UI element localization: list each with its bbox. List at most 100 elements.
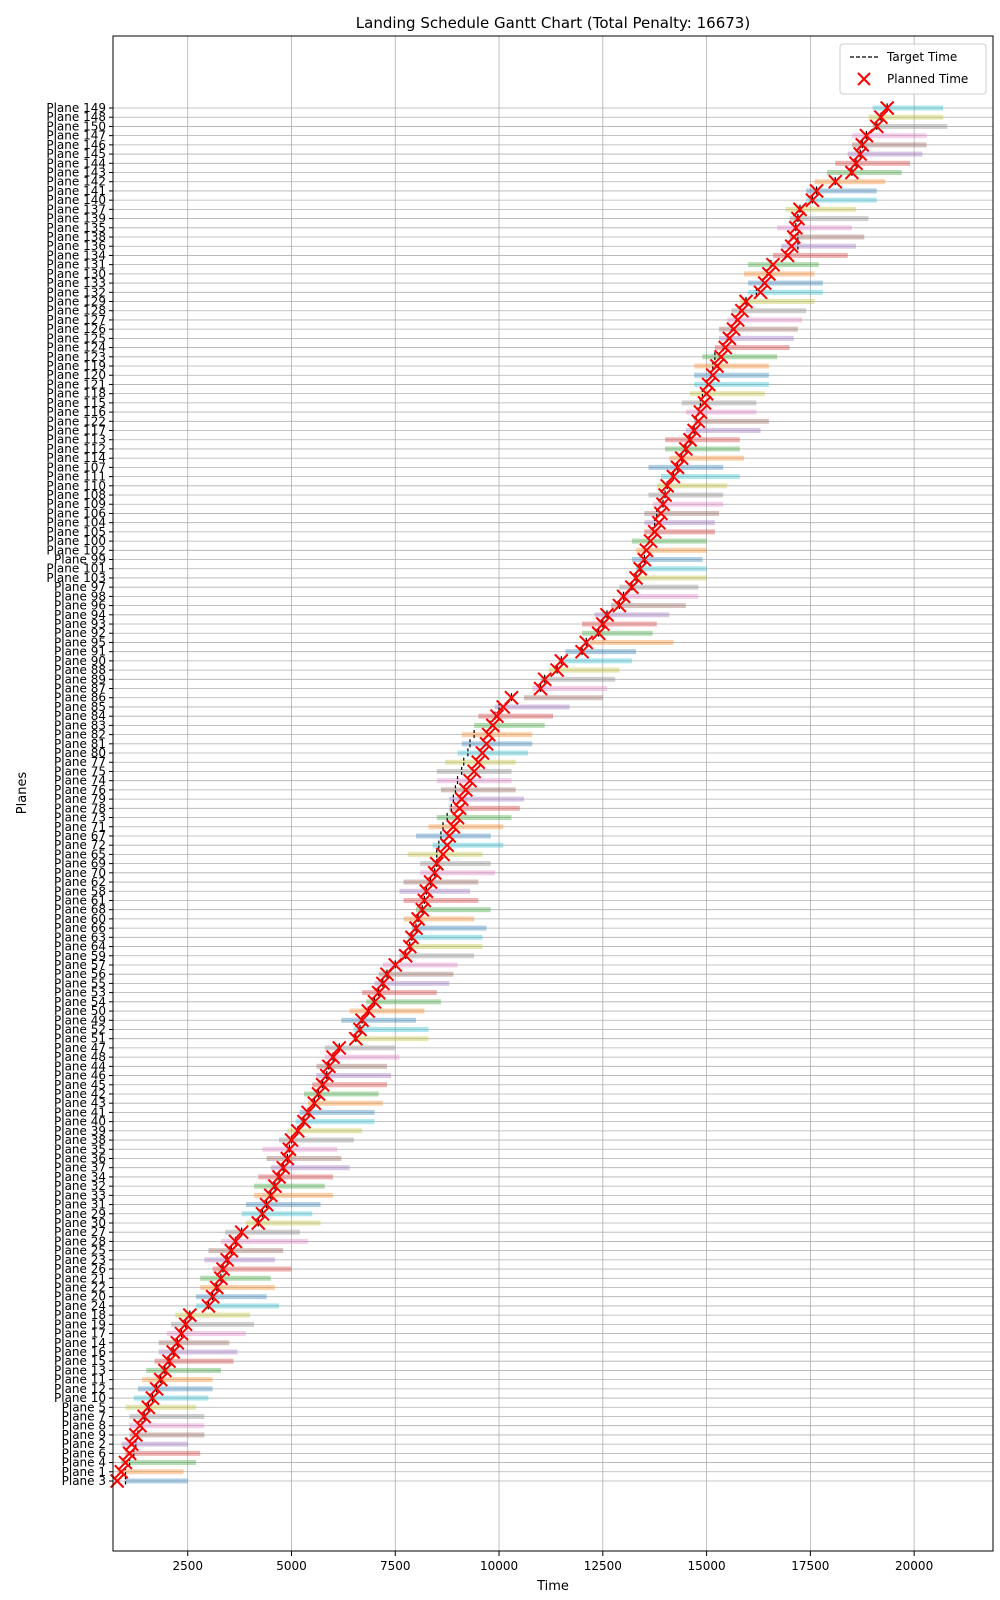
window-bar bbox=[403, 897, 479, 903]
window-bar bbox=[636, 566, 707, 572]
y-tick-label: Plane 69 bbox=[54, 857, 106, 871]
y-tick-label: Plane 124 bbox=[46, 341, 106, 355]
planned-marker bbox=[730, 312, 745, 328]
y-tick-label: Plane 42 bbox=[54, 1087, 106, 1101]
planned-marker bbox=[452, 801, 467, 816]
planned-marker bbox=[790, 211, 806, 226]
legend-planned-swatch bbox=[857, 72, 871, 86]
planned-marker bbox=[471, 755, 486, 770]
planned-marker bbox=[709, 358, 725, 374]
y-tick-label: Plane 130 bbox=[46, 267, 106, 281]
planned-marker bbox=[805, 192, 820, 208]
y-tick-label: Plane 149 bbox=[46, 101, 106, 115]
planned-marker bbox=[410, 911, 426, 927]
planned-marker bbox=[417, 893, 432, 908]
planned-marker bbox=[114, 1464, 129, 1479]
y-tick-label: Plane 59 bbox=[54, 949, 106, 963]
y-tick-label: Plane 92 bbox=[54, 626, 106, 640]
y-tick-label: Plane 20 bbox=[54, 1290, 106, 1304]
y-tick-label: Plane 81 bbox=[54, 737, 106, 751]
planned-marker bbox=[398, 948, 413, 963]
planned-marker bbox=[591, 626, 606, 641]
y-tick-label: Plane 54 bbox=[54, 995, 106, 1009]
window-bar bbox=[196, 1294, 267, 1300]
planned-marker bbox=[666, 469, 681, 484]
y-tick-label: Plane 52 bbox=[54, 1022, 106, 1036]
legend-planned-label: Planned Time bbox=[887, 72, 968, 86]
y-tick-label: Plane 144 bbox=[46, 156, 106, 170]
window-bar bbox=[366, 999, 441, 1005]
window-bar bbox=[494, 704, 570, 710]
window-bar bbox=[532, 686, 607, 692]
y-tick-label: Plane 7 bbox=[62, 1409, 106, 1423]
y-tick-label: Plane 64 bbox=[54, 940, 106, 954]
y-tick-label: Plane 87 bbox=[54, 682, 106, 696]
x-tick-label: 12500 bbox=[584, 1559, 622, 1573]
y-tick-label: Plane 121 bbox=[46, 377, 106, 391]
planned-marker bbox=[439, 837, 455, 853]
y-tick-label: Plane 67 bbox=[54, 829, 106, 843]
y-tick-label: Plane 83 bbox=[54, 718, 106, 732]
x-tick-label: 7500 bbox=[380, 1559, 411, 1573]
y-tick-label: Plane 6 bbox=[62, 1446, 106, 1460]
window-bar bbox=[648, 492, 724, 498]
planned-marker bbox=[686, 423, 702, 438]
planned-marker bbox=[653, 506, 669, 521]
y-tick-label: Plane 112 bbox=[46, 442, 106, 456]
planned-marker bbox=[554, 653, 569, 669]
y-tick-label: Plane 22 bbox=[54, 1280, 106, 1294]
planned-marker bbox=[734, 303, 750, 318]
y-tick-label: Plane 129 bbox=[46, 295, 106, 309]
planned-marker bbox=[251, 1215, 266, 1231]
y-axis-label: Planes bbox=[15, 772, 30, 815]
y-tick-label: Plane 71 bbox=[54, 820, 106, 834]
y-tick-label: Plane 96 bbox=[54, 599, 106, 613]
y-tick-label: Plane 119 bbox=[46, 359, 106, 373]
planned-marker bbox=[321, 1059, 337, 1074]
planned-marker bbox=[141, 1400, 156, 1415]
y-tick-label: Plane 26 bbox=[54, 1262, 106, 1276]
planned-marker bbox=[404, 930, 420, 945]
window-bar bbox=[258, 1174, 333, 1180]
y-tick-label: Plane 5 bbox=[62, 1400, 106, 1414]
x-tick-label: 20000 bbox=[895, 1559, 933, 1573]
window-bar bbox=[208, 1248, 284, 1254]
window-bar bbox=[561, 658, 632, 664]
planned-marker bbox=[786, 229, 801, 245]
planned-marker bbox=[263, 1188, 278, 1203]
window-bar bbox=[121, 1460, 197, 1466]
planned-marker bbox=[215, 1261, 231, 1277]
planned-marker bbox=[504, 690, 519, 705]
y-tick-label: Plane 53 bbox=[54, 986, 106, 1000]
window-bar bbox=[461, 732, 533, 738]
window-bar bbox=[743, 271, 815, 277]
planned-marker bbox=[201, 1298, 216, 1314]
planned-marker bbox=[738, 294, 754, 309]
window-bar bbox=[416, 907, 491, 913]
planned-marker bbox=[402, 939, 417, 954]
window-bar bbox=[694, 381, 769, 387]
planned-marker bbox=[174, 1326, 189, 1341]
window-bar bbox=[407, 944, 483, 950]
y-tick-label: Plane 1 bbox=[62, 1465, 106, 1479]
y-tick-label: Plane 51 bbox=[54, 1032, 106, 1046]
planned-marker bbox=[701, 377, 716, 392]
y-tick-label: Plane 145 bbox=[46, 147, 106, 161]
window-bar bbox=[121, 1441, 188, 1447]
y-tick-label: Plane 2 bbox=[62, 1437, 106, 1451]
y-tick-label: Plane 58 bbox=[54, 884, 106, 898]
window-bar bbox=[303, 1091, 379, 1097]
planned-marker bbox=[475, 745, 490, 761]
window-bar bbox=[540, 676, 616, 682]
planned-marker bbox=[651, 515, 667, 530]
y-tick-label: Plane 61 bbox=[54, 893, 106, 907]
y-tick-label: Plane 99 bbox=[54, 553, 106, 567]
window-bar bbox=[773, 252, 848, 258]
y-tick-label: Plane 33 bbox=[54, 1188, 106, 1202]
window-bar bbox=[457, 750, 529, 756]
planned-marker bbox=[375, 976, 391, 991]
planned-marker bbox=[726, 321, 741, 337]
window-bar bbox=[474, 722, 545, 728]
y-tick-label: Plane 63 bbox=[54, 930, 106, 944]
